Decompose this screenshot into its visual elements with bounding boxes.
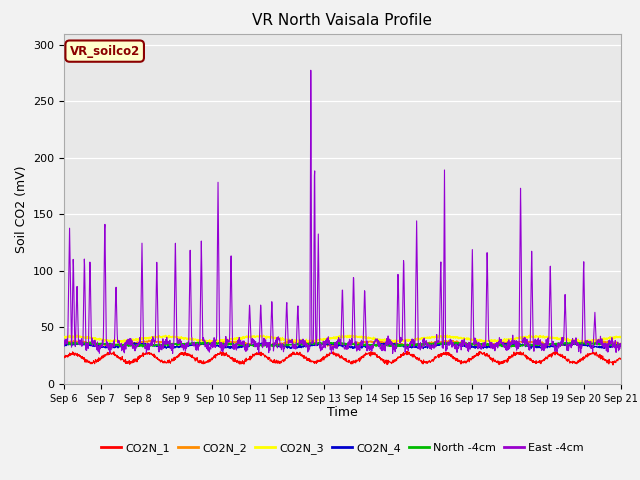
X-axis label: Time: Time — [327, 407, 358, 420]
Legend: CO2N_1, CO2N_2, CO2N_3, CO2N_4, North -4cm, East -4cm: CO2N_1, CO2N_2, CO2N_3, CO2N_4, North -4… — [97, 439, 588, 458]
Title: VR North Vaisala Profile: VR North Vaisala Profile — [252, 13, 433, 28]
Text: VR_soilco2: VR_soilco2 — [70, 45, 140, 58]
Y-axis label: Soil CO2 (mV): Soil CO2 (mV) — [15, 165, 28, 252]
